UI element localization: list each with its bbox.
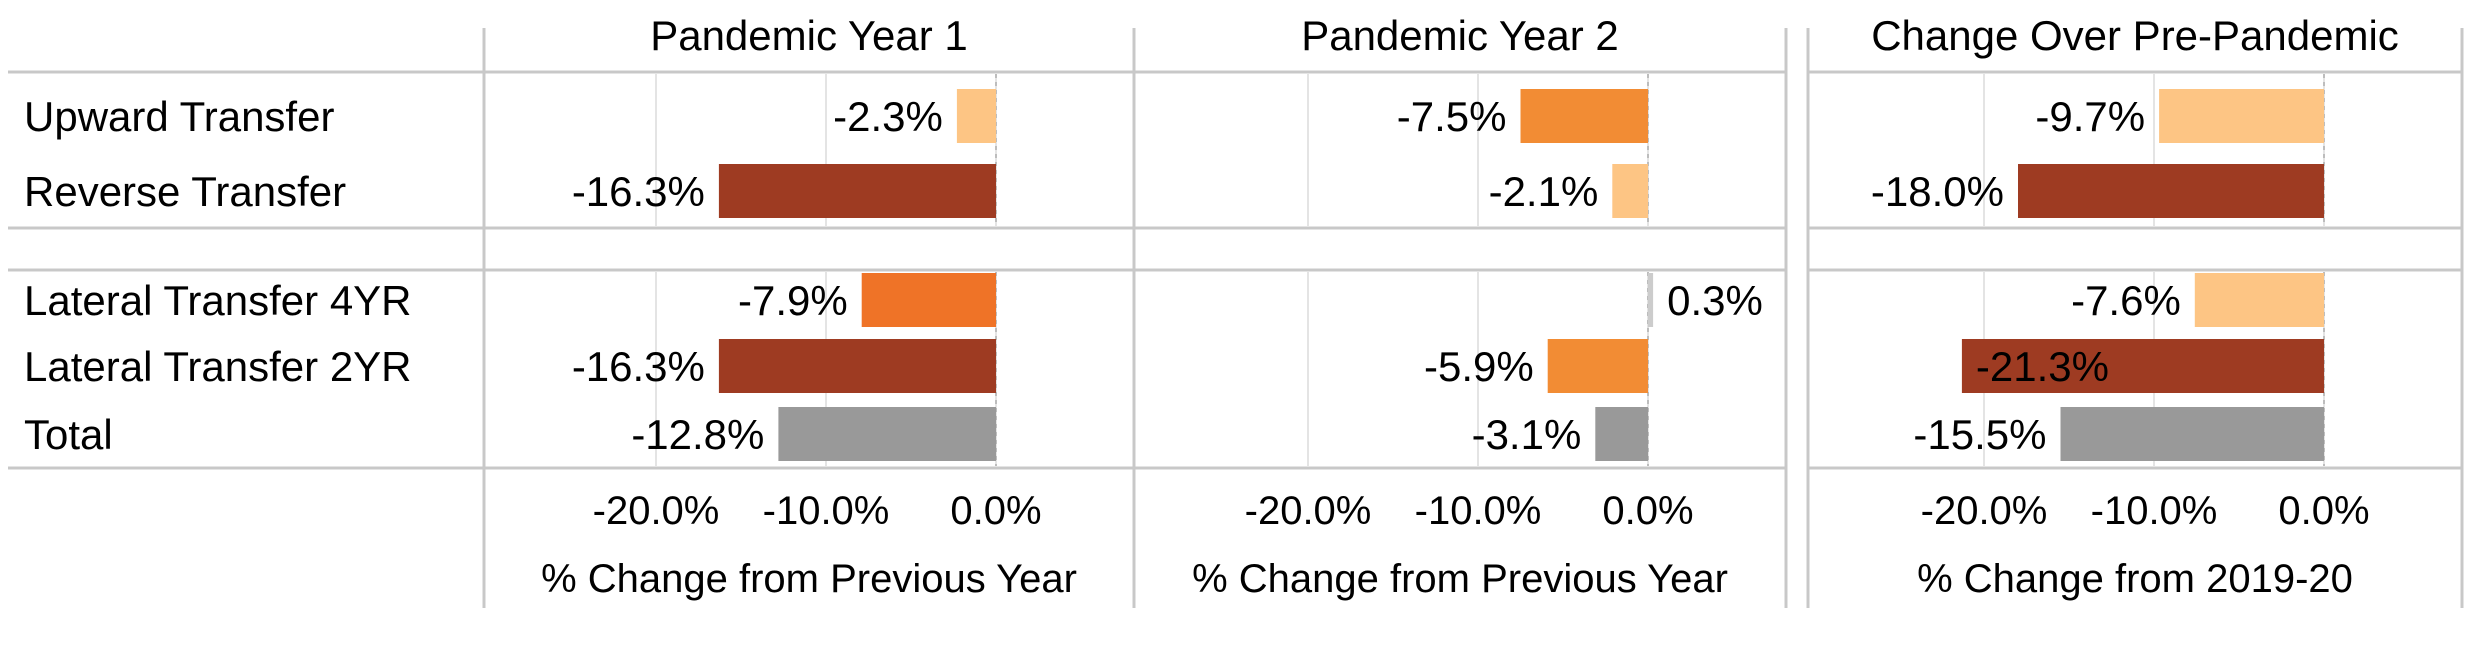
- panel-title: Change Over Pre-Pandemic: [1871, 12, 2399, 59]
- bar: [718, 164, 996, 218]
- bar-value-label: -7.9%: [738, 277, 848, 324]
- bar: [956, 89, 996, 143]
- x-tick-label: -20.0%: [593, 489, 720, 533]
- bar: [1520, 89, 1648, 143]
- x-axis-title: % Change from 2019-20: [1917, 557, 2353, 601]
- bar: [2159, 89, 2324, 143]
- bar-value-label: -7.6%: [2071, 277, 2181, 324]
- bar-value-label: -9.7%: [2035, 93, 2145, 140]
- x-tick-label: 0.0%: [2278, 489, 2369, 533]
- x-axis-title: % Change from Previous Year: [541, 557, 1077, 601]
- bar: [2194, 273, 2324, 327]
- bar: [1595, 407, 1648, 461]
- x-tick-label: 0.0%: [950, 489, 1041, 533]
- bar-value-label: -15.5%: [1913, 411, 2046, 458]
- bar-value-label: 0.3%: [1667, 277, 1763, 324]
- bar: [2018, 164, 2324, 218]
- x-tick-label: -20.0%: [1921, 489, 2048, 533]
- bar: [778, 407, 996, 461]
- x-tick-label: -20.0%: [1245, 489, 1372, 533]
- x-tick-label: -10.0%: [763, 489, 890, 533]
- bar: [1648, 273, 1654, 327]
- row-label: Lateral Transfer 2YR: [24, 343, 412, 390]
- bar-value-label: -2.1%: [1489, 168, 1599, 215]
- bar-value-label: -12.8%: [631, 411, 764, 458]
- bar: [861, 273, 996, 327]
- bar-value-label: -5.9%: [1424, 343, 1534, 390]
- panel-title: Pandemic Year 2: [1301, 12, 1619, 59]
- bar-value-label: -3.1%: [1472, 411, 1582, 458]
- bar-value-label: -21.3%: [1976, 343, 2109, 390]
- x-tick-label: -10.0%: [1415, 489, 1542, 533]
- bar: [1961, 339, 2324, 393]
- panel-title: Pandemic Year 1: [650, 12, 968, 59]
- row-label: Reverse Transfer: [24, 168, 346, 215]
- x-tick-label: -10.0%: [2091, 489, 2218, 533]
- bar: [1547, 339, 1648, 393]
- bar-value-label: -16.3%: [572, 168, 705, 215]
- row-label: Upward Transfer: [24, 93, 334, 140]
- bar: [1612, 164, 1648, 218]
- bar-value-label: -18.0%: [1871, 168, 2004, 215]
- x-axis-title: % Change from Previous Year: [1192, 557, 1728, 601]
- row-label: Total: [24, 411, 113, 458]
- x-tick-label: 0.0%: [1602, 489, 1693, 533]
- bar-value-label: -2.3%: [833, 93, 943, 140]
- row-label: Lateral Transfer 4YR: [24, 277, 412, 324]
- bar-value-label: -16.3%: [572, 343, 705, 390]
- bar: [718, 339, 996, 393]
- bar-value-label: -7.5%: [1397, 93, 1507, 140]
- bar: [2060, 407, 2324, 461]
